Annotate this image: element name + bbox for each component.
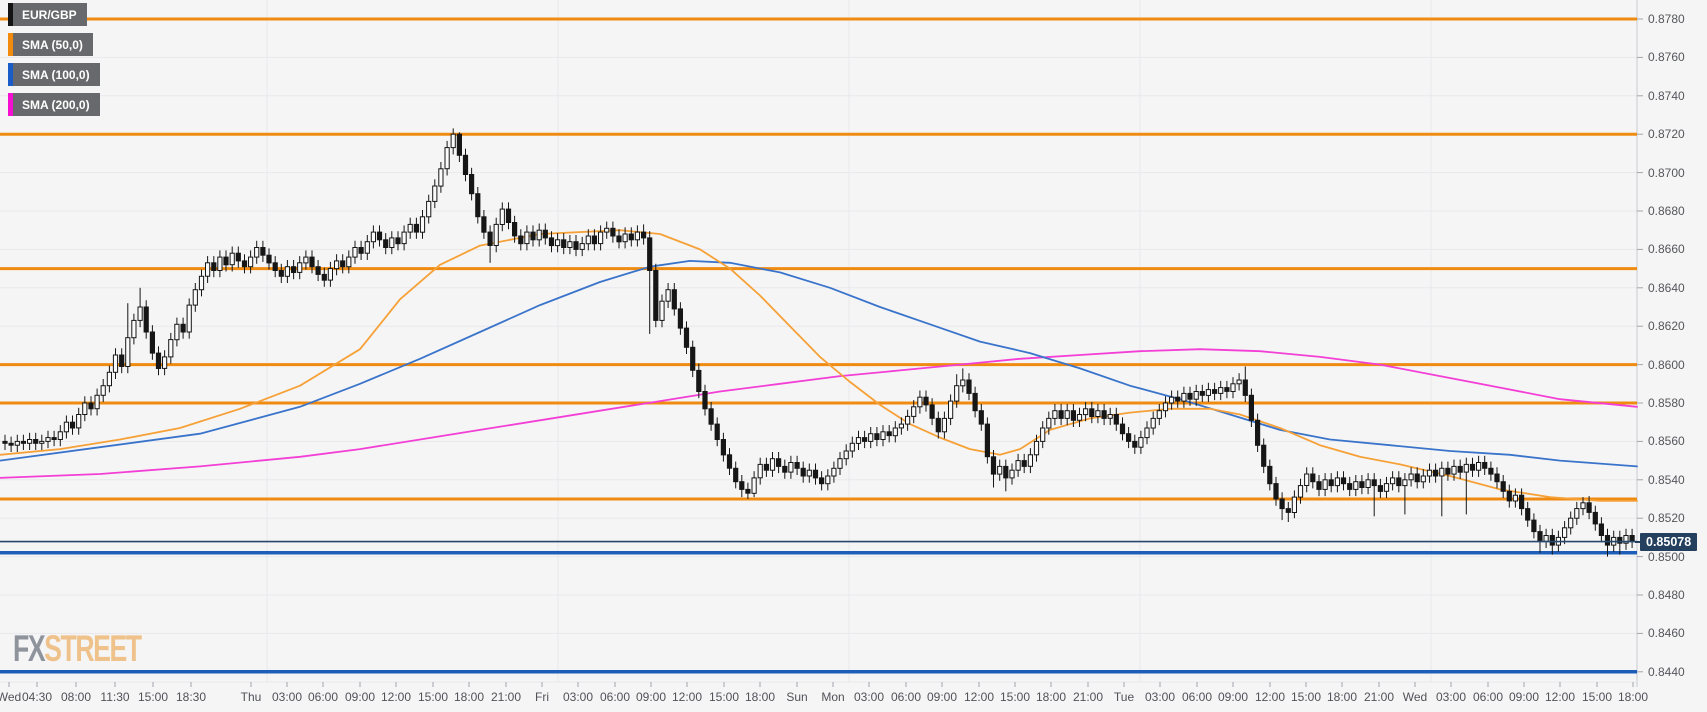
price-axis-label: 0.8760 [1648, 50, 1685, 65]
time-axis-label: 06:00 [1181, 690, 1213, 704]
price-axis-label: 0.8480 [1648, 588, 1685, 602]
time-axis-label: 21:00 [1363, 690, 1395, 704]
time-axis-label: 12:00 [671, 690, 703, 704]
price-axis-label: 0.8740 [1648, 88, 1685, 103]
legend-item-sma50[interactable]: SMA (50,0) [8, 33, 100, 56]
time-axis-label: 12:00 [1544, 690, 1576, 704]
instrument-color-chip [8, 3, 13, 26]
price-axis-label: 0.8580 [1648, 396, 1685, 410]
time-axis-label: 06:00 [599, 690, 631, 704]
time-axis-label: 11:30 [100, 690, 130, 704]
legend-item-sma200[interactable]: SMA (200,0) [8, 93, 100, 116]
time-axis-label: 18:00 [1326, 690, 1358, 704]
time-axis-label: Tue [1113, 690, 1135, 704]
price-axis-label: 0.8600 [1648, 357, 1685, 372]
price-axis-label: 0.8640 [1648, 280, 1685, 295]
price-axis-label: 0.8700 [1648, 165, 1685, 180]
price-axis-label: 0.8440 [1648, 664, 1685, 679]
time-axis-label: 06:00 [1472, 690, 1504, 704]
time-axis-label: Mon [821, 690, 845, 704]
time-axis[interactable]: Wed 04:30 08:00 11:30 15:00 18:30 Thu 03:00 06:0… [0, 682, 1707, 712]
time-axis-label: 03:00 [1435, 690, 1467, 704]
current-price-badge: 0.85078 [1634, 532, 1698, 551]
sma100-color-chip [8, 63, 13, 86]
time-axis-label: Wed [0, 690, 22, 704]
time-axis-label: Thu [240, 690, 262, 704]
price-axis-label: 0.8680 [1648, 204, 1685, 218]
price-axis-label: 0.8500 [1648, 549, 1685, 564]
price-axis-label: 0.8620 [1648, 319, 1685, 334]
time-axis-label: Sun [786, 690, 808, 704]
time-axis-label: 15:00 [417, 690, 449, 704]
time-axis-label: 03:00 [1144, 690, 1176, 704]
legend-item-label: SMA (200,0) [13, 93, 100, 116]
legend-item-label: SMA (100,0) [13, 63, 100, 86]
legend-item-label: SMA (50,0) [13, 33, 93, 56]
time-axis-label: 03:00 [271, 690, 303, 704]
sma50-color-chip [8, 33, 13, 56]
time-axis-label: 12:00 [380, 690, 412, 704]
time-axis-label: 18:30 [175, 690, 207, 704]
time-axis-label: 15:00 [1581, 690, 1613, 704]
time-axis-label: 09:00 [344, 690, 376, 704]
time-axis-label: 04:30 [21, 690, 53, 704]
time-axis-label: 18:00 [453, 690, 485, 704]
chart-legend: EUR/GBP SMA (50,0) SMA (100,0) SMA (200,… [8, 3, 100, 123]
fxstreet-logo-street: STREET [44, 628, 142, 669]
fxstreet-logo: FXSTREET [13, 630, 142, 667]
time-axis-label: 15:00 [999, 690, 1031, 704]
time-axis-label: 21:00 [1072, 690, 1104, 704]
time-axis-label: 21:00 [490, 690, 522, 704]
price-axis-label: 0.8460 [1648, 626, 1685, 641]
time-axis-label: 12:00 [1254, 690, 1286, 704]
time-axis-label: 18:00 [1617, 690, 1649, 704]
time-axis-label: 08:00 [60, 690, 92, 704]
price-axis[interactable]: 0.8780 0.8760 0.8740 0.8720 0.8700 0.8680 0.86… [1637, 0, 1707, 712]
time-axis-label: Fri [535, 690, 549, 704]
time-axis-label: 09:00 [1508, 690, 1540, 704]
time-axis-label: 15:00 [1290, 690, 1322, 704]
time-axis-label: 15:00 [137, 690, 169, 704]
time-axis-label: 18:00 [1035, 690, 1067, 704]
time-axis-label: 03:00 [562, 690, 594, 704]
price-axis-label: 0.8540 [1648, 472, 1685, 487]
time-axis-label: 09:00 [1217, 690, 1249, 704]
time-axis-label: 15:00 [708, 690, 740, 704]
time-axis-label: 09:00 [635, 690, 667, 704]
price-axis-label: 0.8560 [1648, 434, 1685, 449]
price-axis-label: 0.8720 [1648, 127, 1685, 142]
legend-item-sma100[interactable]: SMA (100,0) [8, 63, 100, 86]
legend-item-eurgbp[interactable]: EUR/GBP [8, 3, 100, 26]
time-axis-label: Wed [1402, 690, 1428, 704]
price-axis-label: 0.8780 [1648, 12, 1685, 26]
sma200-color-chip [8, 93, 13, 116]
time-axis-label: 12:00 [963, 690, 995, 704]
time-axis-label: 18:00 [744, 690, 776, 704]
time-axis-label: 03:00 [853, 690, 885, 704]
price-axis-label: 0.8520 [1648, 511, 1685, 526]
legend-item-label: EUR/GBP [13, 3, 87, 26]
time-axis-label: 06:00 [890, 690, 922, 704]
price-axis-label: 0.8660 [1648, 242, 1685, 257]
fxstreet-logo-fx: FX [13, 628, 46, 669]
time-axis-label: 06:00 [307, 690, 339, 704]
time-axis-label: 09:00 [926, 690, 958, 704]
